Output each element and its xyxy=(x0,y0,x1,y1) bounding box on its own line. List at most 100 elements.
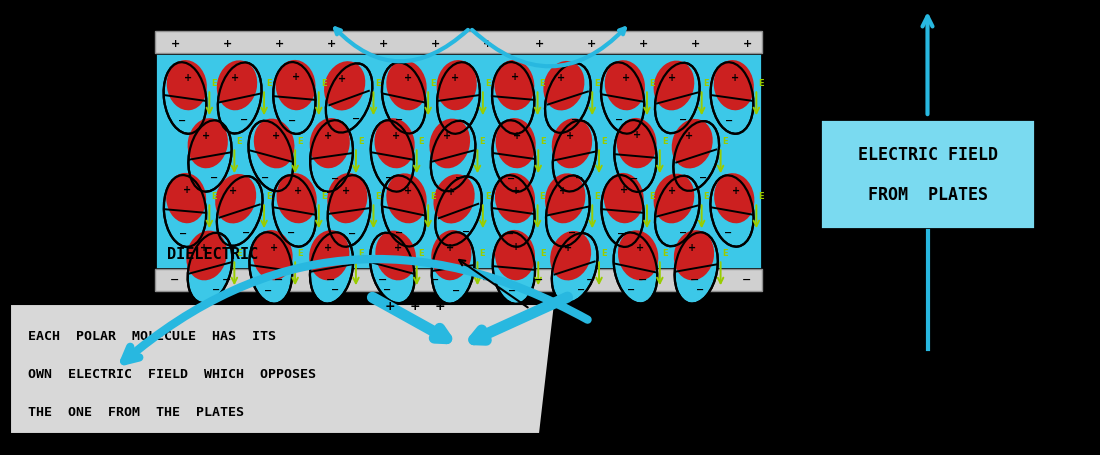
Text: +: + xyxy=(394,243,402,253)
Text: −: − xyxy=(452,285,460,295)
Ellipse shape xyxy=(216,175,256,224)
Ellipse shape xyxy=(552,233,597,303)
Ellipse shape xyxy=(370,233,415,303)
Ellipse shape xyxy=(672,120,713,169)
Ellipse shape xyxy=(604,173,644,224)
Text: +: + xyxy=(392,131,400,141)
Text: +: + xyxy=(327,39,336,49)
Ellipse shape xyxy=(186,231,227,281)
Ellipse shape xyxy=(553,121,596,192)
Text: E: E xyxy=(594,192,600,201)
Ellipse shape xyxy=(218,63,262,134)
Ellipse shape xyxy=(309,231,350,281)
Ellipse shape xyxy=(550,232,591,281)
Text: −: − xyxy=(691,274,700,284)
Text: E: E xyxy=(266,192,272,201)
Text: E: E xyxy=(485,192,491,201)
Bar xyxy=(155,32,762,54)
Text: DIELECTRIC: DIELECTRIC xyxy=(167,247,258,262)
Text: −: − xyxy=(569,228,576,238)
Text: −: − xyxy=(288,115,297,125)
Bar xyxy=(155,269,762,291)
Ellipse shape xyxy=(614,121,657,192)
Ellipse shape xyxy=(382,63,426,134)
Ellipse shape xyxy=(275,61,316,111)
Text: −: − xyxy=(482,274,492,284)
Polygon shape xyxy=(10,304,556,434)
Text: −: − xyxy=(724,228,733,238)
Text: +: + xyxy=(668,186,675,196)
Text: −: − xyxy=(383,284,390,294)
Text: −: − xyxy=(617,228,625,238)
Text: E: E xyxy=(540,137,546,146)
Ellipse shape xyxy=(602,176,644,248)
Ellipse shape xyxy=(273,63,316,135)
Text: −: − xyxy=(571,114,579,124)
Text: E: E xyxy=(649,192,654,201)
Text: E: E xyxy=(297,137,302,146)
Ellipse shape xyxy=(493,233,535,304)
Text: E: E xyxy=(480,249,485,258)
Text: E: E xyxy=(758,192,764,201)
Text: +: + xyxy=(409,300,420,313)
Text: E: E xyxy=(430,79,436,88)
Ellipse shape xyxy=(310,121,353,192)
Text: THE  ONE  FROM  THE  PLATES: THE ONE FROM THE PLATES xyxy=(28,405,244,418)
Ellipse shape xyxy=(386,174,427,224)
Ellipse shape xyxy=(495,230,535,281)
Text: +: + xyxy=(231,73,240,83)
Text: −: − xyxy=(331,285,340,295)
Ellipse shape xyxy=(166,173,206,224)
Text: E: E xyxy=(419,249,425,258)
Text: −: − xyxy=(679,115,688,125)
Text: E: E xyxy=(704,192,710,201)
Ellipse shape xyxy=(386,61,427,111)
Ellipse shape xyxy=(310,119,350,169)
Text: +: + xyxy=(636,243,644,253)
Text: E: E xyxy=(485,79,491,88)
Ellipse shape xyxy=(188,233,232,303)
Ellipse shape xyxy=(188,121,232,192)
Ellipse shape xyxy=(431,121,475,192)
Text: E: E xyxy=(211,192,217,201)
Ellipse shape xyxy=(711,63,754,135)
Text: +: + xyxy=(558,73,565,83)
Text: E: E xyxy=(649,79,654,88)
Text: −: − xyxy=(170,274,179,284)
Text: E: E xyxy=(480,137,485,146)
Ellipse shape xyxy=(217,177,263,246)
Text: E: E xyxy=(662,249,668,258)
Text: −: − xyxy=(535,274,543,284)
Text: FROM  PLATES: FROM PLATES xyxy=(868,186,988,203)
Text: −: − xyxy=(454,172,463,182)
Ellipse shape xyxy=(494,61,535,111)
Text: E: E xyxy=(758,79,764,88)
Ellipse shape xyxy=(654,177,700,247)
Text: −: − xyxy=(615,115,623,125)
Text: E: E xyxy=(723,249,728,258)
Text: −: − xyxy=(725,115,733,125)
Text: −: − xyxy=(575,173,583,183)
Text: +: + xyxy=(742,39,751,49)
Ellipse shape xyxy=(371,121,414,192)
Text: −: − xyxy=(261,172,270,182)
Text: −: − xyxy=(696,285,704,295)
Text: +: + xyxy=(338,74,345,84)
Ellipse shape xyxy=(653,174,694,224)
Text: +: + xyxy=(222,39,232,49)
Text: +: + xyxy=(443,131,452,141)
Text: E: E xyxy=(540,192,546,201)
Text: E: E xyxy=(375,79,381,88)
Ellipse shape xyxy=(382,176,426,247)
Text: +: + xyxy=(324,130,332,140)
Ellipse shape xyxy=(674,233,718,304)
Ellipse shape xyxy=(164,63,207,135)
Text: −: − xyxy=(508,285,516,295)
Text: +: + xyxy=(200,243,209,253)
Text: −: − xyxy=(507,173,515,183)
Text: +: + xyxy=(689,242,696,252)
Text: −: − xyxy=(240,115,249,125)
Text: +: + xyxy=(323,242,332,252)
Ellipse shape xyxy=(437,63,480,135)
Text: E: E xyxy=(236,137,242,146)
